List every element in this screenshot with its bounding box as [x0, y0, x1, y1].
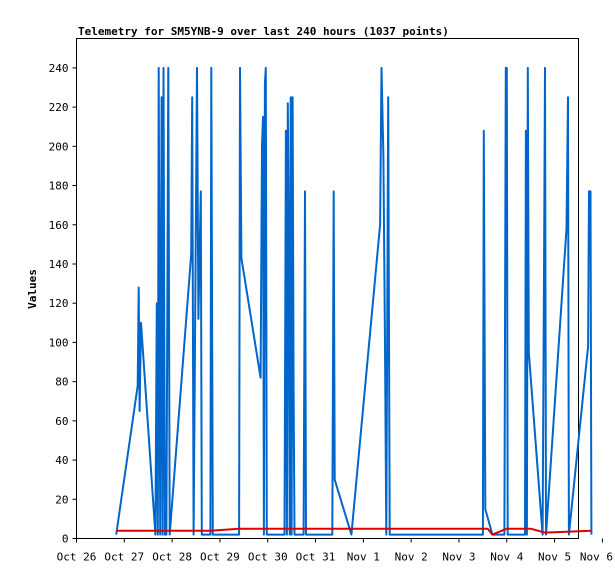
series-layer — [115, 66, 593, 536]
x-tick-label: Oct 31 — [296, 551, 336, 564]
x-tick-label: Nov 4 — [490, 551, 523, 564]
y-tick-label: 80 — [55, 376, 68, 389]
y-tick-label: 100 — [49, 336, 69, 349]
x-tick-label: Oct 27 — [104, 551, 144, 564]
x-tick-label: Nov 1 — [347, 551, 380, 564]
y-tick-label: 160 — [49, 219, 69, 232]
series-line-1 — [115, 66, 593, 536]
x-tick-label: Nov 5 — [538, 551, 571, 564]
plot-area — [76, 38, 579, 539]
y-tick-label: 0 — [62, 533, 69, 546]
series-line-2 — [116, 527, 592, 536]
x-tick-label: Oct 29 — [200, 551, 240, 564]
y-tick-label: 220 — [49, 101, 69, 114]
y-tick-label: 140 — [49, 258, 69, 271]
y-axis: 0 20 40 60 80 100 120 140 160 180 200 220 240 — [49, 62, 77, 546]
y-tick-label: 240 — [49, 62, 69, 75]
y-tick-label: 20 — [55, 493, 68, 506]
x-axis: Oct 26 Oct 27 Oct 28 Oct 29 Oct 30 Oct 31 Nov … — [57, 538, 613, 564]
x-tick-label: Nov 3 — [442, 551, 475, 564]
y-tick-label: 40 — [55, 454, 68, 467]
y-tick-label: 60 — [55, 415, 68, 428]
y-axis-label: Values — [26, 269, 39, 309]
x-tick-label: Oct 30 — [248, 551, 288, 564]
y-tick-label: 200 — [49, 140, 69, 153]
x-tick-label: Nov 2 — [395, 551, 428, 564]
x-tick-label: Nov 6 — [580, 551, 613, 564]
y-tick-label: 180 — [49, 180, 69, 193]
x-tick-label: Oct 28 — [152, 551, 192, 564]
chart-title: Telemetry for SM5YNB-9 over last 240 hou… — [78, 25, 449, 38]
x-tick-label: Oct 26 — [57, 551, 97, 564]
y-tick-label: 120 — [49, 297, 69, 310]
